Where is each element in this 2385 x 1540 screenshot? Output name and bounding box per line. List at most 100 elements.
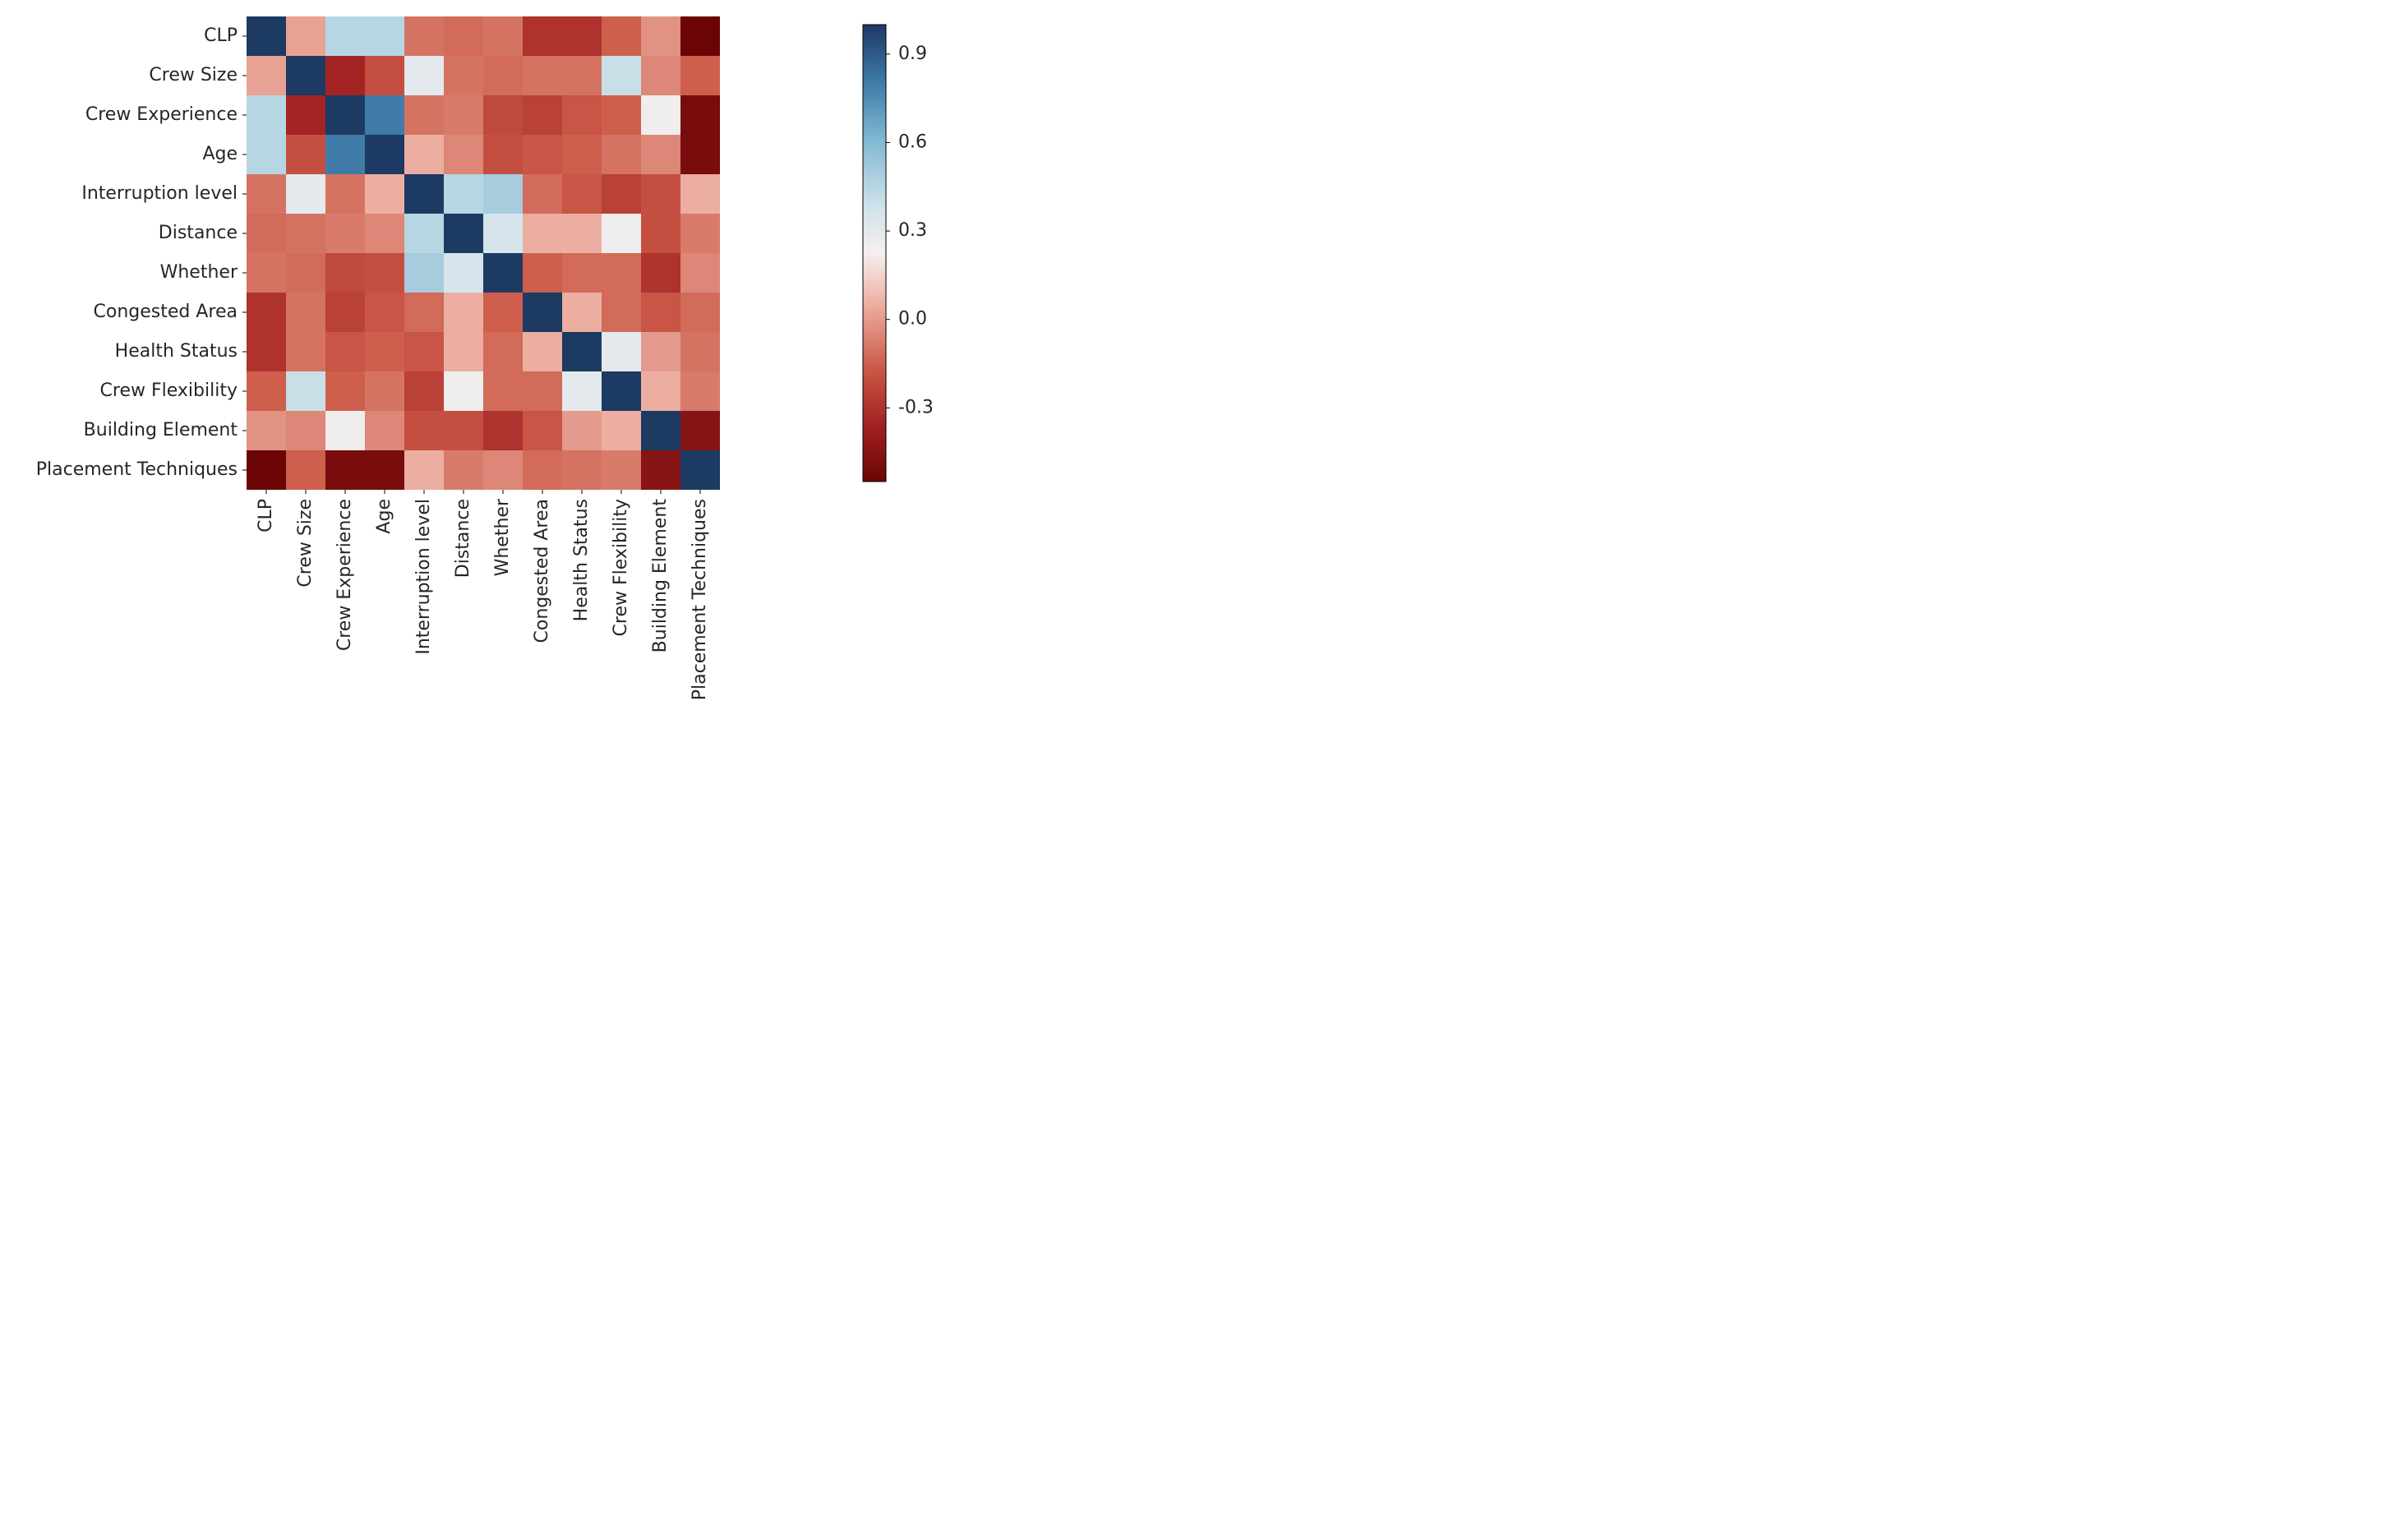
x-tick-label: Whether: [492, 498, 513, 576]
heatmap-cell: [286, 411, 325, 450]
heatmap-cell: [562, 16, 602, 56]
y-tick-label: CLP: [204, 25, 238, 46]
x-tick-label: Crew Size: [295, 499, 316, 588]
colorbar-tick-label: 0.6: [898, 131, 927, 152]
heatmap-cell: [365, 371, 404, 411]
y-tick-label: Building Element: [84, 420, 238, 440]
y-tick-label: Placement Techniques: [36, 459, 238, 480]
heatmap-cell: [247, 174, 286, 214]
heatmap-cell: [483, 450, 523, 490]
heatmap-cell: [444, 332, 483, 371]
heatmap-cell: [444, 56, 483, 95]
heatmap-cell: [641, 174, 680, 214]
heatmap-cell: [404, 214, 444, 253]
x-tick-label: Health Status: [571, 499, 592, 621]
heatmap-cell: [523, 293, 562, 332]
heatmap-cell: [247, 293, 286, 332]
heatmap-cell: [523, 174, 562, 214]
heatmap-cell: [286, 371, 325, 411]
heatmap-cell: [680, 293, 720, 332]
x-tick-label: Distance: [453, 499, 473, 578]
heatmap-cell: [483, 56, 523, 95]
heatmap-cell: [404, 332, 444, 371]
heatmap-cell: [602, 293, 641, 332]
heatmap-cell: [444, 293, 483, 332]
heatmap-cell: [404, 411, 444, 450]
heatmap-cell: [483, 16, 523, 56]
x-tick-label: CLP: [256, 499, 276, 533]
heatmap-cell: [325, 135, 365, 174]
heatmap-cell: [680, 450, 720, 490]
heatmap-cell: [680, 16, 720, 56]
x-axis: CLPCrew SizeCrew ExperienceAgeInterrupti…: [256, 490, 710, 700]
y-tick-label: Crew Flexibility: [100, 380, 238, 401]
heatmap-cell: [680, 135, 720, 174]
heatmap-cell: [680, 411, 720, 450]
heatmap-cell: [523, 411, 562, 450]
heatmap-cell: [641, 16, 680, 56]
heatmap-cell: [286, 332, 325, 371]
heatmap-cell: [404, 135, 444, 174]
heatmap-cell: [325, 411, 365, 450]
heatmap-cell: [602, 56, 641, 95]
y-tick-label: Health Status: [115, 341, 238, 362]
heatmap-cell: [444, 174, 483, 214]
heatmap-cell: [365, 16, 404, 56]
heatmap-cell: [523, 253, 562, 293]
heatmap-cell: [444, 450, 483, 490]
heatmap-cell: [562, 411, 602, 450]
heatmap-cell: [365, 174, 404, 214]
heatmap-cell: [365, 253, 404, 293]
x-tick-label: Congested Area: [532, 499, 552, 643]
x-tick-label: Crew Flexibility: [611, 499, 631, 636]
heatmap-cell: [602, 411, 641, 450]
heatmap-cell: [602, 450, 641, 490]
heatmap-cell: [286, 293, 325, 332]
heatmap-cell: [404, 293, 444, 332]
heatmap-cell: [247, 95, 286, 135]
x-tick-label: Crew Experience: [334, 499, 355, 651]
heatmap-cell: [444, 253, 483, 293]
colorbar-rect: [863, 25, 886, 482]
y-tick-label: Crew Experience: [85, 104, 238, 125]
heatmap-cell: [562, 253, 602, 293]
heatmap-cell: [483, 135, 523, 174]
heatmap-cell: [325, 16, 365, 56]
heatmap-cell: [365, 450, 404, 490]
heatmap-cell: [247, 371, 286, 411]
heatmap-cell: [365, 293, 404, 332]
heatmap-cell: [562, 371, 602, 411]
x-tick-label: Placement Techniques: [690, 499, 710, 700]
heatmap-cell: [641, 56, 680, 95]
colorbar-tick-label: 0.3: [898, 220, 927, 241]
heatmap-cell: [680, 95, 720, 135]
heatmap-cell: [247, 214, 286, 253]
heatmap-cell: [404, 16, 444, 56]
y-tick-label: Crew Size: [149, 65, 238, 85]
heatmap-cell: [483, 214, 523, 253]
heatmap-cell: [325, 332, 365, 371]
heatmap-cell: [483, 293, 523, 332]
heatmap-cell: [404, 450, 444, 490]
heatmap-cell: [483, 371, 523, 411]
y-tick-label: Distance: [159, 223, 238, 243]
heatmap-cell: [680, 332, 720, 371]
heatmap-cell: [325, 450, 365, 490]
heatmap-cell: [247, 450, 286, 490]
heatmap-cell: [483, 174, 523, 214]
heatmap-cell: [641, 332, 680, 371]
heatmap-cell: [641, 371, 680, 411]
heatmap-cell: [286, 253, 325, 293]
heatmap-cell: [523, 95, 562, 135]
heatmap-cell: [602, 214, 641, 253]
heatmap-cell: [562, 56, 602, 95]
heatmap-cell: [325, 253, 365, 293]
heatmap-cell: [365, 411, 404, 450]
heatmap-cell: [365, 95, 404, 135]
x-tick-label: Age: [374, 499, 394, 534]
heatmap-cell: [247, 253, 286, 293]
heatmap-cell: [444, 371, 483, 411]
y-tick-label: Congested Area: [94, 302, 238, 322]
heatmap-cell: [483, 253, 523, 293]
heatmap-cell: [680, 56, 720, 95]
